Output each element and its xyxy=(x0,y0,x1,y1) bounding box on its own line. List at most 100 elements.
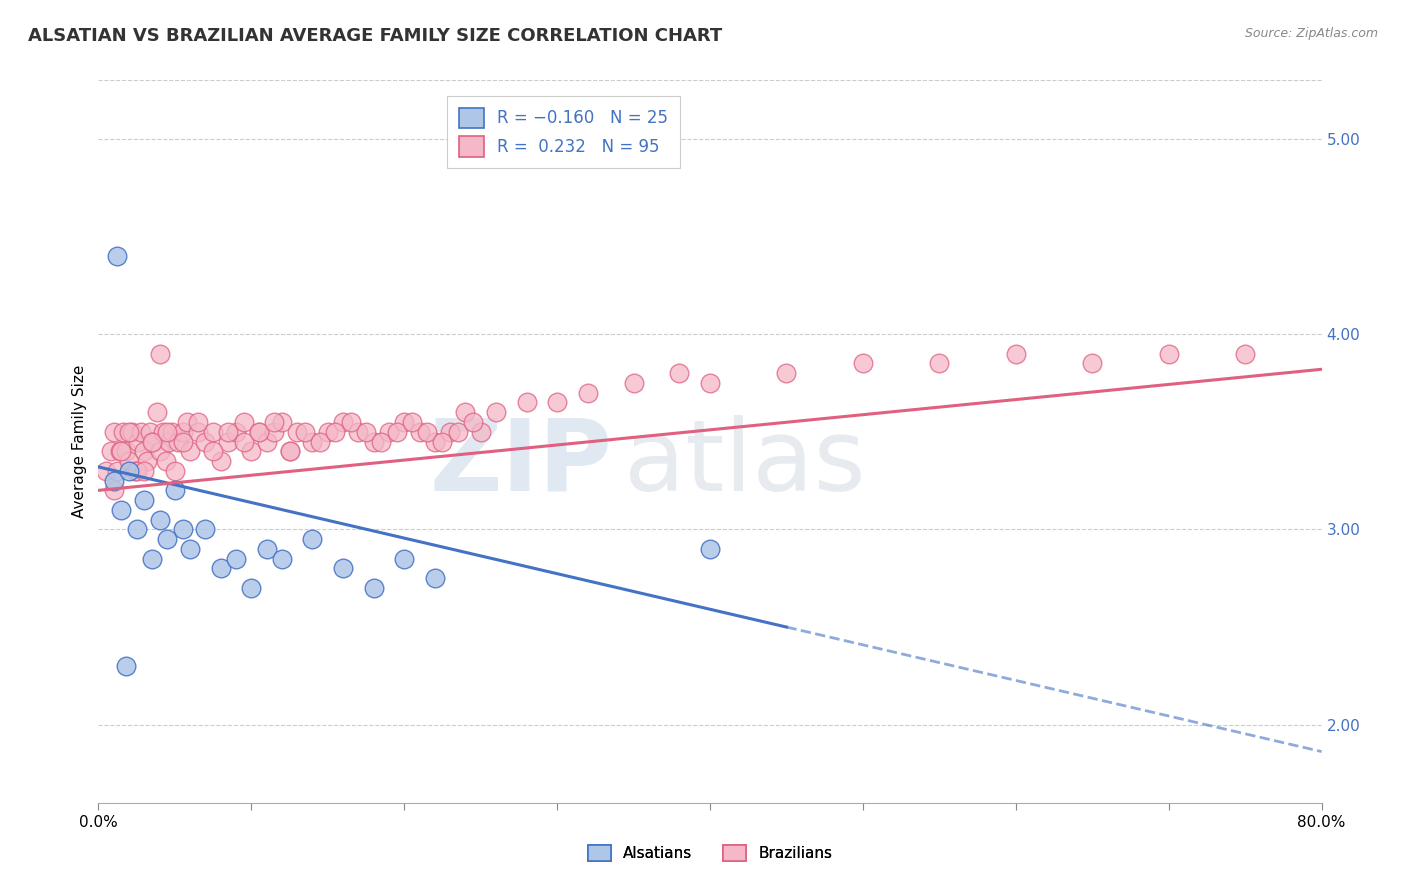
Point xyxy=(110,444,132,458)
Legend: Alsatians, Brazilians: Alsatians, Brazilians xyxy=(582,839,838,867)
Point xyxy=(454,405,477,419)
Point xyxy=(163,464,186,478)
Point xyxy=(347,425,370,439)
Point xyxy=(145,405,167,419)
Point xyxy=(139,425,162,439)
Point xyxy=(516,395,538,409)
Point xyxy=(118,425,141,439)
Point xyxy=(225,551,247,566)
Point xyxy=(103,425,125,439)
Point xyxy=(432,434,454,449)
Point xyxy=(152,425,174,439)
Point xyxy=(263,425,285,439)
Point xyxy=(316,425,339,439)
Point xyxy=(270,415,294,429)
Point xyxy=(103,483,125,498)
Point xyxy=(301,532,323,546)
Point xyxy=(461,415,484,429)
Point xyxy=(110,503,132,517)
Point xyxy=(100,444,122,458)
Point xyxy=(149,444,172,458)
Point xyxy=(179,541,201,556)
Point xyxy=(309,434,332,449)
Point xyxy=(668,366,690,380)
Point xyxy=(163,483,186,498)
Point xyxy=(155,454,177,468)
Point xyxy=(202,425,225,439)
Point xyxy=(1004,346,1026,360)
Point xyxy=(416,425,439,439)
Point xyxy=(378,425,401,439)
Point xyxy=(576,385,599,400)
Point xyxy=(141,551,163,566)
Point xyxy=(127,434,149,449)
Point xyxy=(121,425,143,439)
Point xyxy=(278,444,301,458)
Point xyxy=(125,464,148,478)
Point xyxy=(332,561,354,575)
Point xyxy=(136,454,159,468)
Point xyxy=(270,551,294,566)
Point xyxy=(278,444,301,458)
Point xyxy=(623,376,645,390)
Point xyxy=(179,444,201,458)
Point xyxy=(232,415,254,429)
Point xyxy=(1234,346,1257,360)
Point xyxy=(240,581,263,595)
Point xyxy=(157,434,180,449)
Point xyxy=(363,581,385,595)
Point xyxy=(401,415,423,429)
Point xyxy=(134,444,156,458)
Point xyxy=(699,376,721,390)
Point xyxy=(142,434,165,449)
Point xyxy=(285,425,308,439)
Text: Source: ZipAtlas.com: Source: ZipAtlas.com xyxy=(1244,27,1378,40)
Point xyxy=(94,464,117,478)
Point xyxy=(209,561,232,575)
Point xyxy=(392,415,416,429)
Point xyxy=(1157,346,1180,360)
Point xyxy=(385,425,408,439)
Point xyxy=(217,425,239,439)
Point xyxy=(118,454,141,468)
Point xyxy=(225,425,247,439)
Point xyxy=(247,425,270,439)
Point xyxy=(423,571,446,585)
Point xyxy=(546,395,568,409)
Text: ALSATIAN VS BRAZILIAN AVERAGE FAMILY SIZE CORRELATION CHART: ALSATIAN VS BRAZILIAN AVERAGE FAMILY SIZ… xyxy=(28,27,723,45)
Point xyxy=(156,532,179,546)
Point xyxy=(108,444,131,458)
Point xyxy=(256,541,278,556)
Point xyxy=(1081,356,1104,370)
Point xyxy=(232,434,254,449)
Point xyxy=(156,425,179,439)
Point xyxy=(240,444,263,458)
Point xyxy=(256,434,278,449)
Point xyxy=(301,434,323,449)
Text: ZIP: ZIP xyxy=(429,415,612,512)
Point xyxy=(392,551,416,566)
Y-axis label: Average Family Size: Average Family Size xyxy=(72,365,87,518)
Point xyxy=(263,415,285,429)
Point xyxy=(209,454,232,468)
Point xyxy=(141,434,163,449)
Point xyxy=(439,425,461,439)
Point xyxy=(408,425,430,439)
Point xyxy=(325,425,347,439)
Point xyxy=(129,425,152,439)
Point xyxy=(339,415,361,429)
Point xyxy=(354,425,377,439)
Point xyxy=(160,425,183,439)
Point xyxy=(332,415,354,429)
Point xyxy=(447,425,470,439)
Point xyxy=(149,346,172,360)
Point xyxy=(125,523,148,537)
Point xyxy=(118,464,141,478)
Point xyxy=(172,523,194,537)
Point xyxy=(202,444,225,458)
Point xyxy=(167,434,190,449)
Point xyxy=(134,493,156,508)
Point xyxy=(194,434,217,449)
Point xyxy=(103,474,125,488)
Point xyxy=(247,425,270,439)
